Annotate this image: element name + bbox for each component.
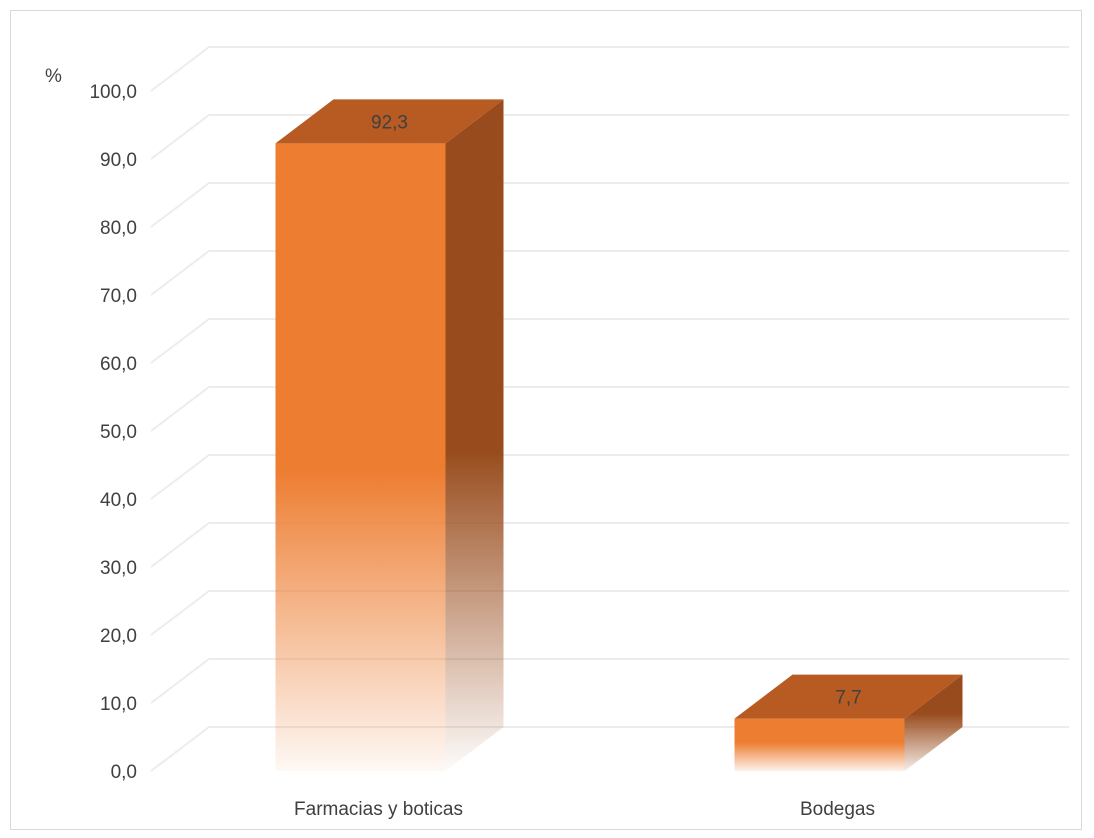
y-tick-label: 0,0	[111, 762, 137, 783]
category-label: Bodegas	[800, 799, 875, 820]
gridline	[150, 250, 1069, 296]
bar-top	[734, 674, 963, 719]
bar-chart: 0,0 10,0 20,0 30,0 40,0 50,0 60,0 70,0 80,0 90,0 1…	[45, 46, 1069, 820]
bar-top	[275, 99, 504, 144]
bars	[275, 99, 963, 772]
y-tick-label: 70,0	[100, 286, 137, 307]
gridline	[150, 318, 1069, 364]
y-tick-label: 100,0	[89, 82, 137, 103]
y-tick-label: 10,0	[100, 694, 137, 715]
y-tick-label: 80,0	[100, 218, 137, 239]
y-tick-label: 30,0	[100, 558, 137, 579]
gridlines	[150, 46, 1069, 772]
gridline	[150, 46, 1069, 92]
data-label: 7,7	[835, 688, 861, 709]
data-label: 92,3	[371, 112, 408, 133]
y-axis-ticks: 0,0 10,0 20,0 30,0 40,0 50,0 60,0 70,0 80,0 90,0 1…	[89, 82, 137, 783]
gridline	[150, 182, 1069, 228]
labels: 92,3 Farmacias y boticas 7,7 Bodegas	[294, 112, 875, 820]
y-axis-unit-label: %	[45, 66, 62, 87]
y-tick-label: 40,0	[100, 490, 137, 511]
gridline	[150, 386, 1069, 432]
bar-side	[904, 674, 963, 771]
chart-frame: 0,0 10,0 20,0 30,0 40,0 50,0 60,0 70,0 80,0 90,0 1…	[10, 10, 1082, 830]
category-label: Farmacias y boticas	[294, 799, 463, 820]
gridline	[150, 114, 1069, 160]
y-tick-label: 20,0	[100, 626, 137, 647]
bar-front	[275, 143, 446, 772]
y-tick-label: 90,0	[100, 150, 137, 171]
bar-side	[445, 99, 504, 772]
y-tick-label: 60,0	[100, 354, 137, 375]
gridline	[150, 658, 1069, 704]
bar-front	[734, 718, 905, 771]
gridline	[150, 590, 1069, 636]
y-tick-label: 50,0	[100, 422, 137, 443]
gridline	[150, 522, 1069, 568]
gridline	[150, 454, 1069, 500]
